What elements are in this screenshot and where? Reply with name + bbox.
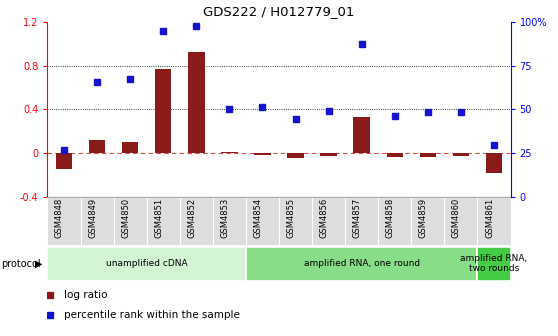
Text: GSM4852: GSM4852 — [187, 198, 196, 238]
Bar — [453, 153, 469, 156]
Text: amplified RNA, one round: amplified RNA, one round — [304, 259, 420, 268]
Bar — [122, 142, 138, 153]
Text: GSM4859: GSM4859 — [419, 198, 428, 238]
Text: GSM4858: GSM4858 — [386, 198, 395, 238]
Text: amplified RNA,
two rounds: amplified RNA, two rounds — [460, 254, 528, 274]
Bar — [89, 140, 105, 153]
Bar — [287, 153, 304, 158]
Text: GSM4860: GSM4860 — [452, 198, 461, 238]
Text: unamplified cDNA: unamplified cDNA — [106, 259, 187, 268]
Text: GSM4853: GSM4853 — [220, 198, 229, 238]
Bar — [47, 247, 246, 281]
Bar — [188, 52, 205, 153]
Bar — [155, 69, 171, 153]
Text: GSM4854: GSM4854 — [253, 198, 262, 238]
Bar — [478, 247, 511, 281]
Bar — [221, 152, 238, 153]
Title: GDS222 / H012779_01: GDS222 / H012779_01 — [203, 5, 355, 18]
Bar — [246, 247, 478, 281]
Text: protocol: protocol — [1, 259, 41, 269]
Bar — [387, 153, 403, 157]
Text: GSM4850: GSM4850 — [121, 198, 130, 238]
Bar — [320, 153, 337, 156]
Bar — [254, 153, 271, 155]
Text: GSM4851: GSM4851 — [154, 198, 163, 238]
Text: GSM4857: GSM4857 — [353, 198, 362, 238]
Text: GSM4861: GSM4861 — [485, 198, 494, 238]
Bar — [56, 153, 72, 169]
Bar — [353, 117, 370, 153]
Text: log ratio: log ratio — [64, 290, 107, 300]
Text: ▶: ▶ — [35, 259, 42, 269]
Bar — [486, 153, 502, 173]
Text: percentile rank within the sample: percentile rank within the sample — [64, 310, 239, 320]
Text: GSM4855: GSM4855 — [287, 198, 296, 238]
Bar — [420, 153, 436, 157]
Text: GSM4848: GSM4848 — [55, 198, 64, 238]
Text: GSM4849: GSM4849 — [88, 198, 97, 238]
Text: GSM4856: GSM4856 — [320, 198, 329, 238]
